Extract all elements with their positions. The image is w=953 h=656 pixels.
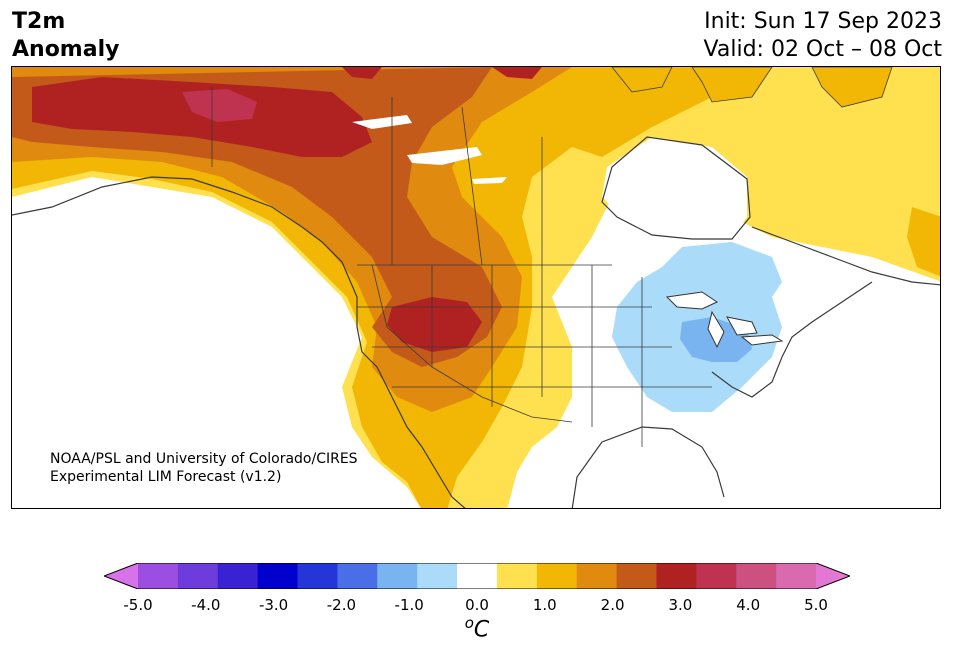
colorbar-extend-high [816,563,850,589]
colorbar-swatch [496,563,538,589]
colorbar-swatch [417,563,458,589]
credit-text: NOAA/PSL and University of Colorado/CIRE… [50,450,358,486]
forecast-dates: Init: Sun 17 Sep 2023 Valid: 02 Oct – 08… [704,8,942,64]
colorbar-swatch [736,563,777,589]
title-line-1: T2m [12,9,66,34]
colorbar-tick-label: 2.0 [600,596,625,614]
anomaly-contour-5c-southwest [387,297,482,352]
coastlines [12,136,940,508]
colorbar-extend-low [104,563,138,589]
political-borders [211,87,712,447]
init-date: Init: Sun 17 Sep 2023 [704,9,942,34]
colorbar-tick-label: -2.0 [326,596,357,614]
colorbar-swatch [337,563,378,589]
colorbar-swatch [656,563,697,589]
anomaly-contour-4c [12,67,502,367]
colorbar-swatch [177,563,219,589]
colorbar-svg [104,563,850,589]
colorbar-swatch [536,563,578,589]
colorbar-swatch [217,563,259,589]
colorbar [104,563,850,589]
anomaly-contour-5c-arctic [342,67,542,79]
anomaly-contour-6c [182,89,257,122]
colorbar-tick-label: 1.0 [532,596,557,614]
colorbar-tick-label: -5.0 [123,596,153,614]
anomaly-contour-1c-east [747,137,940,281]
colorbar-swatch [257,563,299,589]
arctic-islands [611,67,893,108]
unit-superscript: o [464,614,474,632]
colorbar-tick-label: -1.0 [394,596,424,614]
colorbar-tick-label: -3.0 [258,596,289,614]
credit-line-2: Experimental LIM Forecast (v1.2) [50,469,282,485]
colorbar-tick-label: -4.0 [191,596,221,614]
colorbar-unit: oC [465,614,490,642]
colorbar-ticks: -5.0 -4.0 -3.0 -2.0 -1.0 0.0 1.0 2.0 3.0 4.0 5.0 [104,596,850,616]
colorbar-swatch [776,563,817,589]
unit-label: C [473,617,490,643]
colorbar-swatch [616,563,657,589]
anomaly-contour-5c [32,77,372,157]
map-title: T2m Anomaly [12,8,119,64]
colorbar-swatch [138,563,179,589]
canadian-lakes [352,115,507,184]
credit-line-1: NOAA/PSL and University of Colorado/CIRE… [50,451,358,467]
colorbar-swatch [696,563,737,589]
colorbar-swatch [576,563,618,589]
colorbar-tick-label: 4.0 [736,596,761,614]
colorbar-swatch [377,563,418,589]
title-line-2: Anomaly [12,37,120,62]
hudson-bay [602,137,747,237]
colorbar-swatch [297,563,338,589]
great-lakes [665,291,784,349]
colorbar-tick-label: 3.0 [668,596,693,614]
colorbar-swatch [457,563,498,589]
map-canvas [12,67,940,508]
colorbar-tick-label: 0.0 [465,596,489,614]
colorbar-tick-label: 5.0 [804,596,828,614]
anomaly-map: NOAA/PSL and University of Colorado/CIRE… [11,66,941,509]
valid-dates: Valid: 02 Oct – 08 Oct [703,37,942,62]
gulf-of-mexico [567,427,712,508]
anomaly-contour-2c-east [907,207,940,277]
